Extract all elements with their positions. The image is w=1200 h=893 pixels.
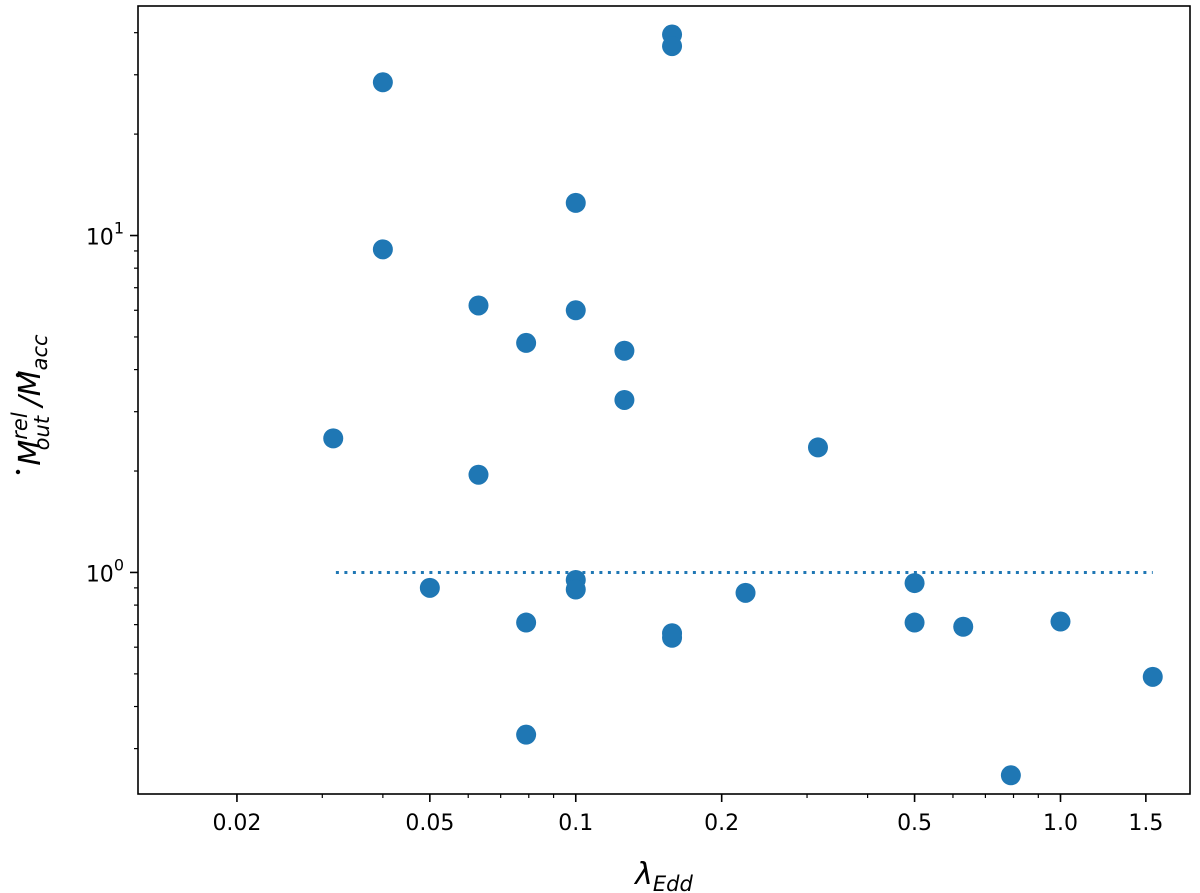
data-point [662, 36, 683, 57]
y-axis-label: Mrelout /Macc [8, 334, 54, 466]
data-point [468, 295, 489, 316]
x-axis-label: λEdd [633, 857, 693, 893]
x-axis: 0.02 0.05 0.1 0.2 0.5 1.0 1.5 [212, 794, 1163, 836]
svg-text:Mrelout /Macc: Mrelout /Macc [8, 334, 54, 466]
x-tick-label: 0.2 [704, 811, 739, 836]
data-point [516, 612, 537, 633]
data-point [953, 616, 974, 637]
data-point [904, 573, 925, 594]
x-tick-label: 0.5 [897, 811, 932, 836]
y-label-dots [15, 372, 21, 475]
data-point [565, 579, 586, 600]
data-point [565, 192, 586, 213]
data-point [1050, 611, 1071, 632]
data-point [735, 582, 756, 603]
x-tick-label: 0.05 [405, 811, 454, 836]
data-point [614, 389, 635, 410]
x-tick-label: 0.02 [212, 811, 261, 836]
x-tick-label: 0.1 [558, 811, 593, 836]
y-tick-label: 100 [86, 555, 124, 587]
y-axis: 100 101 [86, 32, 138, 750]
x-tick-label: 1.5 [1128, 811, 1163, 836]
data-point [372, 239, 393, 260]
data-point [1000, 765, 1021, 786]
data-point [323, 428, 344, 449]
y-tick-label: 101 [86, 219, 124, 251]
x-tick-label: 1.0 [1043, 811, 1078, 836]
data-points-layer [323, 24, 1163, 786]
data-point [662, 627, 683, 648]
plot-frame [137, 5, 1191, 795]
data-point [904, 612, 925, 633]
data-point [614, 340, 635, 361]
data-point [372, 72, 393, 93]
data-point [807, 437, 828, 458]
data-point [565, 300, 586, 321]
data-point [1142, 666, 1163, 687]
data-point [419, 577, 440, 598]
data-point [516, 724, 537, 745]
data-point [468, 464, 489, 485]
data-point [516, 332, 537, 353]
